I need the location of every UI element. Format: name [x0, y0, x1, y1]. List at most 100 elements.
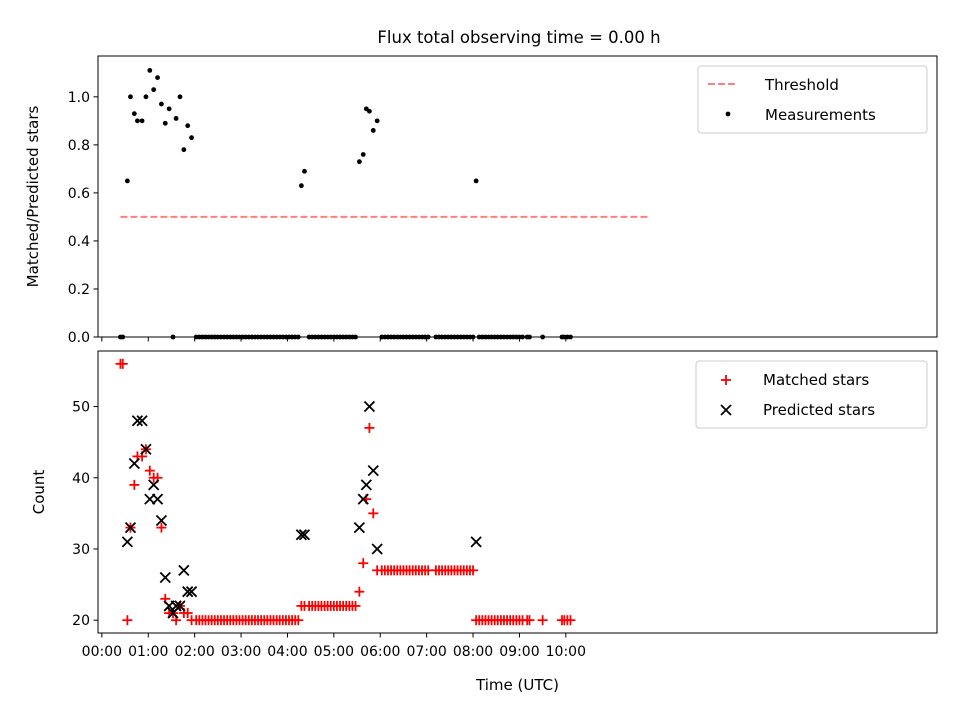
measurement-point: [356, 159, 362, 165]
predicted-star-point: [136, 415, 148, 427]
measurement-point: [155, 75, 160, 81]
predicted-star-point: [170, 600, 182, 612]
matched-star-point: [144, 465, 155, 476]
count-panel-frame: [97, 350, 938, 634]
measurement-point: [367, 108, 372, 114]
measurement-point: [151, 87, 157, 93]
ratio-y-tick-label: 0.4: [68, 234, 90, 250]
matched-star-point: [368, 508, 379, 519]
count-y-tick-label: 20: [72, 613, 90, 629]
matched-star-point: [364, 422, 375, 433]
predicted-star-point: [371, 543, 383, 555]
predicted-star-point: [121, 536, 134, 548]
ratio-legend: Threshold Measurements: [697, 65, 928, 134]
matched-star-point: [117, 358, 128, 369]
matched-star-point: [358, 558, 369, 569]
measurement-point: [298, 183, 304, 189]
ratio-y-tick-label: 0.0: [68, 330, 90, 346]
x-tick-label: 04:00: [267, 644, 307, 660]
x-tick-label: 00:00: [82, 644, 122, 660]
matched-star-point: [537, 615, 548, 626]
matched-star-point: [293, 615, 304, 626]
predicted-legend-label: Predicted stars: [763, 401, 875, 419]
count-panel-ticks: 20 30 40 50 00:00 01:00 02:00 03:00 04:00 05:00 06…: [72, 400, 586, 660]
x-tick-label: 07:00: [406, 644, 446, 660]
predicted-star-point: [298, 529, 311, 541]
matched-star-point: [122, 615, 133, 626]
x-tick-label: 03:00: [221, 644, 261, 660]
measurement-point: [473, 178, 479, 184]
threshold-legend-label: Threshold: [764, 76, 839, 94]
measurement-point: [374, 118, 380, 124]
predicted-star-point: [360, 479, 372, 491]
matched-legend-label: Matched stars: [763, 371, 869, 389]
matched-star-point: [350, 600, 361, 611]
predicted-star-point: [353, 521, 366, 534]
measurement-point: [131, 111, 137, 117]
matched-star-point: [182, 608, 193, 619]
measurement-point: [135, 118, 140, 124]
predicted-star-point: [178, 564, 190, 576]
x-tick-label: 10:00: [546, 644, 586, 660]
predicted-star-point: [131, 415, 144, 427]
predicted-star-point: [155, 514, 168, 527]
measurement-point: [147, 68, 153, 73]
measurement-point: [143, 94, 149, 100]
measurements-legend-label: Measurements: [765, 106, 876, 124]
count-panel-marks: [115, 358, 576, 626]
matched-star-point: [468, 565, 479, 576]
measurement-point: [360, 152, 366, 157]
measurement-point: [302, 168, 307, 174]
predicted-star-point: [363, 400, 376, 413]
predicted-star-point: [159, 571, 171, 584]
count-y-tick-label: 40: [72, 471, 90, 487]
matched-star-point: [156, 522, 167, 533]
predicted-star-point: [148, 479, 160, 491]
predicted-star-point: [295, 529, 308, 541]
measurement-point: [166, 106, 172, 112]
predicted-star-point: [367, 464, 379, 477]
count-legend: Matched stars Predicted stars: [695, 360, 928, 429]
measurement-point: [370, 128, 376, 133]
x-tick-label: 08:00: [453, 644, 493, 660]
ratio-legend-frame: [697, 65, 928, 134]
count-y-tick-label: 50: [72, 400, 90, 416]
matched-star-point: [524, 615, 535, 626]
predicted-star-point: [140, 443, 152, 455]
measurement-point: [189, 135, 194, 141]
x-tick-label: 09:00: [499, 644, 539, 660]
matched-star-point: [565, 615, 576, 626]
x-tick-label: 06:00: [360, 644, 400, 660]
ratio-panel: 0.0 0.2 0.4 0.6 0.8 1.0 Matched/Predicted sta…: [24, 55, 938, 346]
measurement-point: [162, 120, 168, 126]
ratio-y-tick-label: 0.6: [68, 186, 90, 202]
x-tick-label: 02:00: [174, 644, 214, 660]
predicted-star-point: [174, 600, 186, 612]
x-tick-label: 01:00: [128, 644, 168, 660]
measurement-point: [128, 94, 133, 100]
measurement-point: [124, 178, 130, 184]
predicted-star-point: [128, 457, 140, 470]
measurement-point: [185, 123, 191, 129]
matched-star-point: [129, 479, 140, 490]
predicted-legend-swatch: [720, 404, 732, 416]
x-axis-label: Time (UTC): [475, 676, 559, 694]
measurement-point: [177, 94, 183, 100]
matched-legend-swatch: [721, 375, 731, 385]
measurement-point: [173, 116, 179, 121]
ratio-panel-ticks: 0.0 0.2 0.4 0.6 0.8 1.0: [68, 90, 567, 346]
count-y-axis-label: Count: [30, 470, 48, 515]
measurements-legend-swatch: [725, 111, 731, 117]
predicted-star-point: [357, 493, 369, 505]
predicted-star-point: [185, 586, 198, 598]
ratio-y-axis-label: Matched/Predicted stars: [24, 106, 42, 288]
ratio-y-tick-label: 0.2: [68, 282, 90, 298]
count-panel: 20 30 40 50 00:00 01:00 02:00 03:00 04:00 05:00 06…: [30, 350, 938, 694]
ratio-panel-frame: [97, 55, 938, 338]
count-legend-frame: [695, 360, 928, 429]
predicted-star-point: [182, 586, 194, 598]
predicted-star-point: [151, 493, 164, 505]
measurement-point: [181, 147, 187, 153]
count-y-tick-label: 30: [72, 542, 90, 558]
